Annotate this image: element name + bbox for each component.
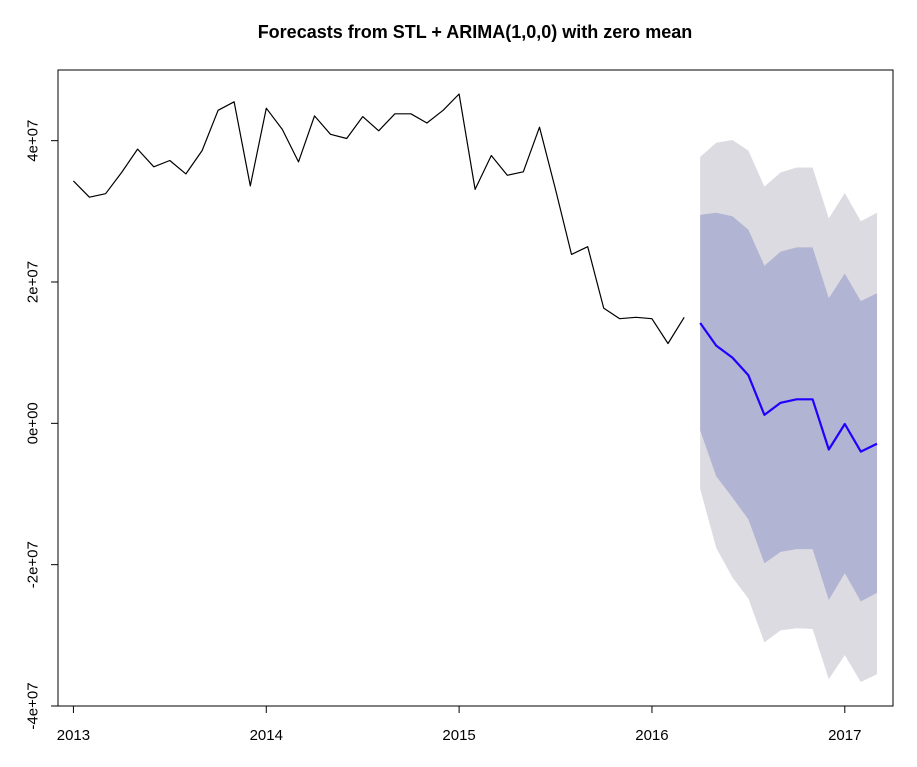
history-line <box>72 93 685 345</box>
y-tick-label: -2e+07 <box>24 541 41 588</box>
y-tick-label: -4e+07 <box>25 682 42 729</box>
plot-region: 2013 2014 2015 2016 2017 -4e+07 -2e+07 0e+00 2e+… <box>24 69 894 744</box>
band-80 <box>700 212 877 602</box>
x-tick-label: 2017 <box>828 727 861 744</box>
y-tick-label: 2e+07 <box>25 261 42 303</box>
y-tick-label: 4e+07 <box>24 120 41 162</box>
x-tick-label: 2014 <box>250 727 283 744</box>
x-tick-label: 2015 <box>442 727 475 744</box>
x-tick-label: 2016 <box>635 727 668 744</box>
y-tick-label: 0e+00 <box>25 402 42 444</box>
forecast-mean-line <box>699 322 878 453</box>
chart-title: Forecasts from STL + ARIMA(1,0,0) with z… <box>258 22 693 42</box>
x-tick-label: 2013 <box>57 727 90 744</box>
